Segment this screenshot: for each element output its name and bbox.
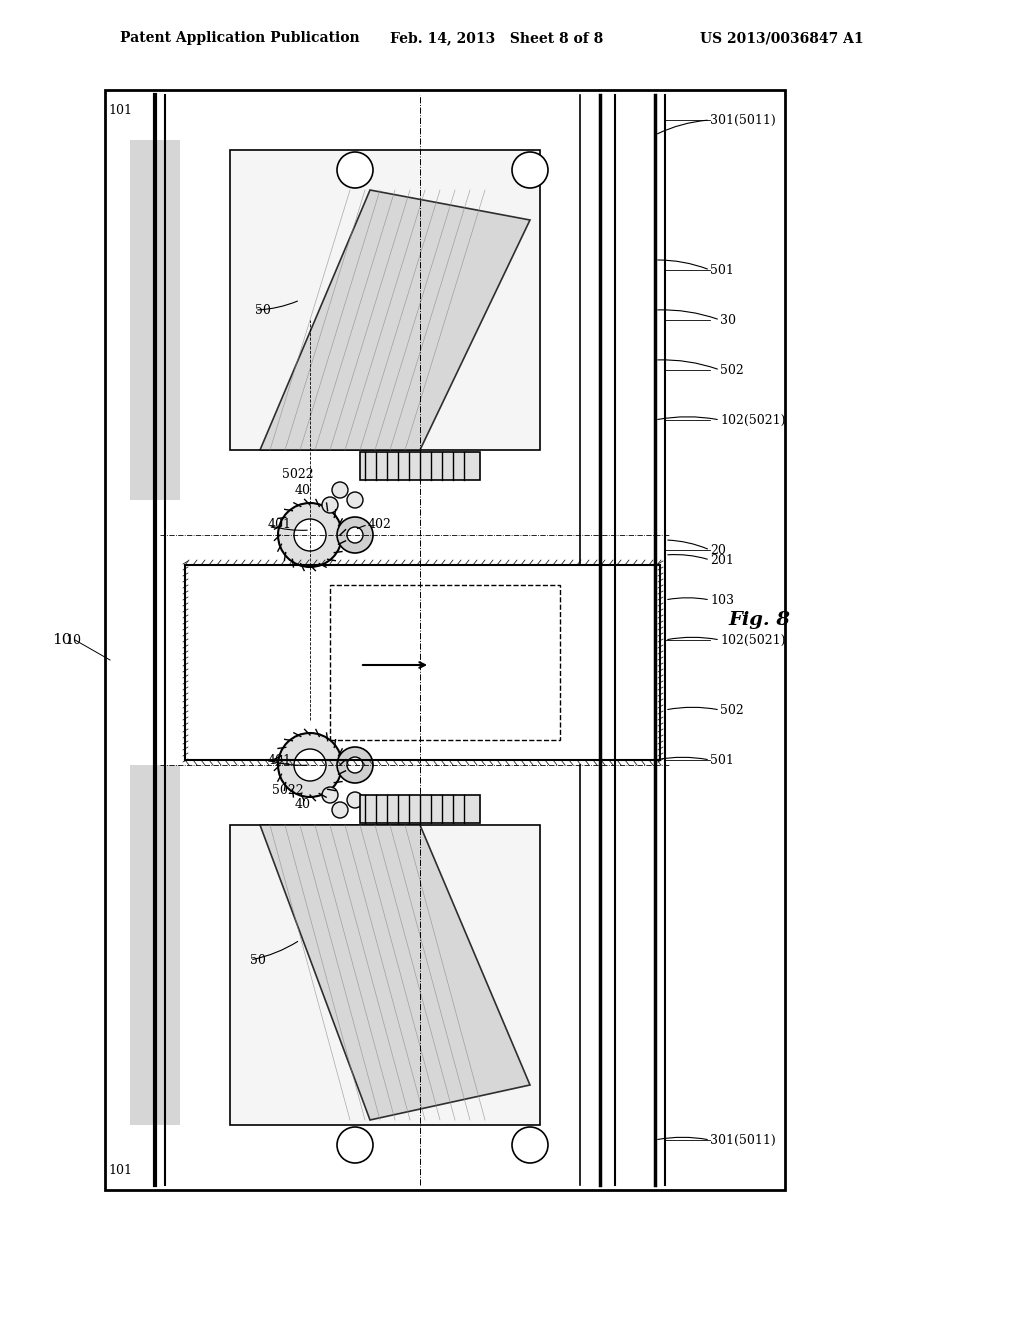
Circle shape [278,503,342,568]
Circle shape [337,747,373,783]
Circle shape [347,792,362,808]
Text: 50: 50 [250,953,266,966]
Text: 10: 10 [65,634,81,647]
Circle shape [332,482,348,498]
Circle shape [347,527,362,543]
Text: 101: 101 [108,103,132,116]
Circle shape [294,748,326,781]
Text: 501: 501 [710,754,734,767]
Circle shape [337,1127,373,1163]
Circle shape [332,803,348,818]
Text: Patent Application Publication: Patent Application Publication [120,30,359,45]
Text: 102(5021): 102(5021) [720,413,785,426]
Circle shape [337,517,373,553]
Bar [230,150,540,450]
Text: 501: 501 [710,264,734,276]
Text: 30: 30 [720,314,736,326]
Circle shape [278,733,342,797]
Text: 40: 40 [295,483,311,496]
Text: 201: 201 [710,553,734,566]
Text: 402: 402 [368,519,392,532]
Text: 502: 502 [720,704,743,717]
Text: 102(5021): 102(5021) [720,634,785,647]
Circle shape [294,519,326,550]
Circle shape [347,756,362,774]
Circle shape [322,787,338,803]
Text: Fig. 8: Fig. 8 [728,611,790,630]
Circle shape [322,498,338,513]
Text: 401: 401 [268,754,292,767]
Polygon shape [260,190,530,450]
Bar [360,451,480,480]
Text: Feb. 14, 2013   Sheet 8 of 8: Feb. 14, 2013 Sheet 8 of 8 [390,30,603,45]
Polygon shape [260,825,530,1119]
Text: 50: 50 [255,304,271,317]
Circle shape [512,152,548,187]
Circle shape [512,1127,548,1163]
Bar [105,90,785,1191]
Bar [130,766,180,1125]
Text: 101: 101 [108,1163,132,1176]
Bar [360,795,480,822]
Text: 5022: 5022 [272,784,304,796]
Bar [330,585,560,741]
Circle shape [337,152,373,187]
Text: 5022: 5022 [282,469,313,482]
Text: US 2013/0036847 A1: US 2013/0036847 A1 [700,30,863,45]
Text: 40: 40 [295,799,311,812]
Text: 401: 401 [268,519,292,532]
Text: 10: 10 [52,634,72,647]
Text: 301(5011): 301(5011) [710,114,776,127]
Bar [130,140,180,500]
Bar [230,825,540,1125]
Text: 502: 502 [720,363,743,376]
Text: 103: 103 [710,594,734,606]
Text: 301(5011): 301(5011) [710,1134,776,1147]
Circle shape [347,492,362,508]
Text: 20: 20 [710,544,726,557]
